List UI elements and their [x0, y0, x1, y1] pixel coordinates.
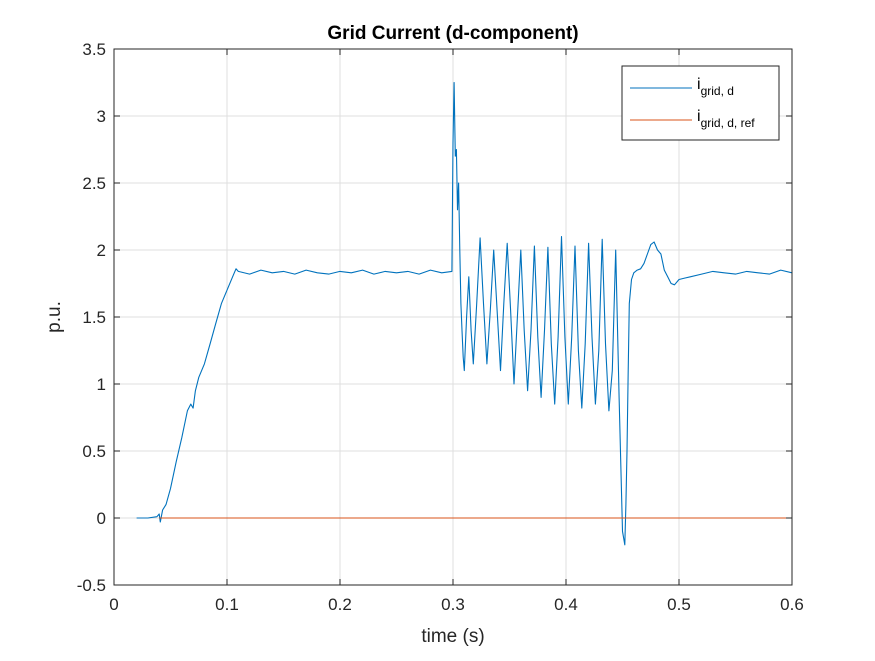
chart-title: Grid Current (d-component)	[327, 23, 578, 44]
y-axis-label: p.u.	[44, 301, 65, 333]
ticks: 0 0.1 0.2 0.3 0.4 0.5 0.6-0.500.511.522.533.5	[77, 40, 804, 614]
x-tick-label: 0.2	[328, 595, 352, 614]
y-tick-label: 2	[97, 241, 106, 260]
y-tick-label: 0	[97, 509, 106, 528]
x-tick-label: 0.3	[441, 595, 465, 614]
x-tick-label: 0.5	[667, 595, 691, 614]
y-tick-label: 1.5	[82, 308, 106, 327]
y-tick-label: -0.5	[77, 576, 106, 595]
x-tick-label: 0.1	[215, 595, 239, 614]
y-tick-label: 2.5	[82, 174, 106, 193]
series-layer	[136, 81, 793, 546]
legend: igrid, d igrid, d, ref	[621, 65, 780, 141]
y-tick-label: 3.5	[82, 40, 106, 59]
x-tick-label: 0.4	[554, 595, 578, 614]
y-tick-label: 0.5	[82, 442, 106, 461]
x-axis-label: time (s)	[421, 626, 484, 647]
legend-box	[621, 65, 780, 141]
legend-label-series-1: igrid, d	[697, 76, 734, 98]
legend-label-series-2: igrid, d, ref	[697, 108, 755, 130]
x-tick-label: 0.6	[780, 595, 804, 614]
x-tick-label: 0	[109, 595, 118, 614]
y-tick-label: 1	[97, 375, 106, 394]
y-tick-label: 3	[97, 107, 106, 126]
series-line-1	[136, 81, 793, 546]
